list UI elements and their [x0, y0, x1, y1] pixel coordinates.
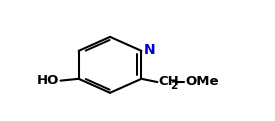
- Text: OMe: OMe: [186, 75, 219, 88]
- Text: HO: HO: [37, 74, 59, 87]
- Text: N: N: [144, 43, 156, 57]
- Text: CH: CH: [158, 75, 179, 88]
- Text: 2: 2: [170, 81, 178, 91]
